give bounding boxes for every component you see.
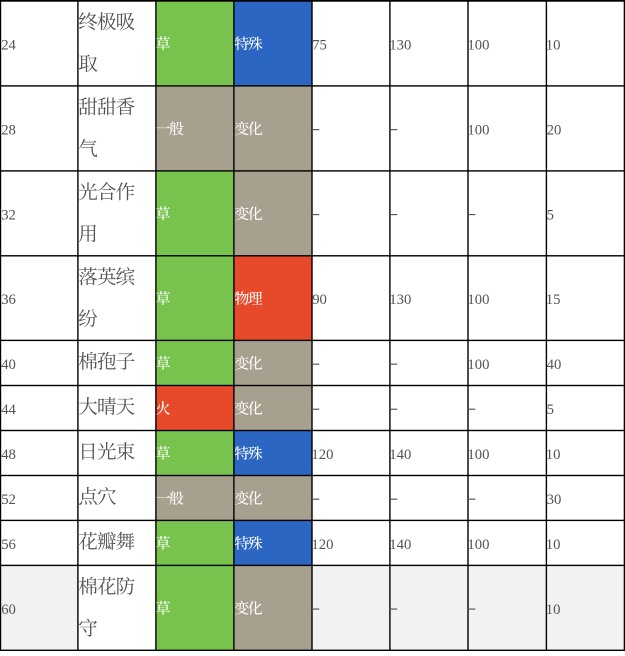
svg-text:10: 10 (546, 537, 561, 553)
svg-text:130: 130 (389, 292, 411, 308)
svg-text:100: 100 (467, 122, 489, 138)
svg-text:75: 75 (312, 37, 327, 53)
svg-text:15: 15 (546, 292, 561, 308)
svg-text:36: 36 (1, 292, 16, 308)
svg-text:44: 44 (1, 402, 16, 418)
svg-text:52: 52 (1, 492, 16, 508)
svg-text:5: 5 (547, 207, 554, 223)
svg-text:140: 140 (389, 447, 411, 463)
svg-text:5: 5 (547, 402, 554, 418)
svg-text:120: 120 (311, 447, 333, 463)
svg-text:32: 32 (1, 207, 16, 223)
svg-text:10: 10 (546, 37, 561, 53)
svg-text:100: 100 (467, 537, 489, 553)
svg-text:40: 40 (1, 357, 16, 373)
svg-text:20: 20 (547, 122, 562, 138)
svg-text:56: 56 (1, 537, 16, 553)
svg-text:140: 140 (389, 537, 411, 553)
svg-text:30: 30 (547, 492, 562, 508)
svg-text:120: 120 (311, 537, 333, 553)
svg-text:24: 24 (1, 37, 16, 53)
svg-text:40: 40 (547, 357, 562, 373)
svg-text:10: 10 (546, 602, 561, 618)
svg-text:10: 10 (546, 447, 561, 463)
svg-text:90: 90 (312, 292, 327, 308)
svg-text:28: 28 (1, 122, 16, 138)
svg-text:100: 100 (467, 357, 489, 373)
svg-text:60: 60 (1, 602, 16, 618)
svg-text:48: 48 (1, 447, 16, 463)
svg-text:100: 100 (467, 447, 489, 463)
svg-text:100: 100 (467, 37, 489, 53)
svg-text:100: 100 (467, 292, 489, 308)
svg-text:130: 130 (389, 37, 411, 53)
